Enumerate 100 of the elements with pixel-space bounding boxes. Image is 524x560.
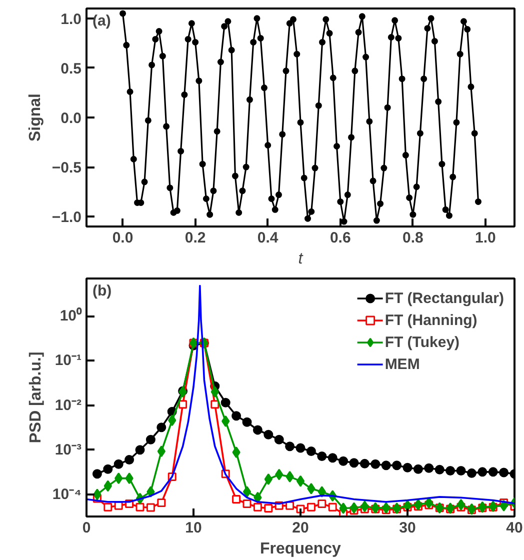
x-axis-title: t bbox=[298, 250, 304, 268]
point bbox=[92, 469, 102, 479]
x-axis-title: Frequency bbox=[260, 540, 342, 558]
point bbox=[468, 503, 476, 515]
y-tick-label: −0.5 bbox=[52, 160, 82, 177]
y-tick-label: 10⁻¹ bbox=[54, 352, 82, 370]
point bbox=[414, 498, 422, 510]
point bbox=[360, 500, 369, 512]
point bbox=[254, 492, 262, 504]
point bbox=[318, 499, 326, 508]
point bbox=[478, 501, 486, 513]
point bbox=[286, 470, 294, 482]
point bbox=[232, 495, 241, 504]
point bbox=[252, 425, 262, 435]
y-tick-label: 10⁻³ bbox=[54, 441, 82, 458]
point bbox=[124, 455, 134, 465]
point bbox=[392, 460, 402, 470]
x-tick-label: 0.8 bbox=[402, 230, 424, 246]
point bbox=[232, 446, 240, 458]
annotation: (a) bbox=[92, 12, 111, 30]
point bbox=[242, 499, 252, 508]
x-tick-label: 40 bbox=[506, 520, 523, 536]
legend-label: MEM bbox=[384, 356, 420, 372]
point bbox=[136, 502, 144, 512]
y-tick-label: 0.0 bbox=[60, 110, 82, 127]
point bbox=[499, 468, 509, 478]
point bbox=[413, 464, 423, 474]
point bbox=[242, 417, 252, 427]
point bbox=[285, 442, 295, 452]
point bbox=[307, 482, 316, 494]
legend-label: FT (Hanning) bbox=[384, 312, 478, 328]
point bbox=[403, 500, 412, 512]
point bbox=[328, 502, 337, 512]
point bbox=[456, 498, 466, 510]
y-axis-title: PSD [arb.u.] bbox=[27, 352, 44, 444]
point bbox=[306, 502, 316, 512]
x-tick-label: 0 bbox=[82, 520, 91, 536]
point bbox=[264, 504, 273, 513]
point bbox=[306, 446, 316, 456]
point bbox=[157, 498, 166, 508]
point bbox=[466, 468, 476, 478]
x-tick-label: 20 bbox=[292, 520, 309, 536]
point bbox=[370, 459, 380, 469]
point bbox=[146, 503, 155, 512]
point bbox=[338, 456, 348, 466]
x-tick-label: 10 bbox=[185, 520, 202, 536]
point bbox=[104, 480, 112, 492]
y-tick-label: 10⁻² bbox=[54, 396, 82, 414]
point bbox=[296, 475, 305, 487]
y-tick-label: 1.0 bbox=[60, 10, 82, 28]
x-tick-label: 1.0 bbox=[475, 230, 496, 246]
point bbox=[222, 415, 230, 427]
x-tick-label: 0.6 bbox=[330, 230, 351, 246]
point bbox=[157, 446, 166, 458]
point bbox=[381, 460, 391, 470]
point bbox=[339, 502, 348, 514]
point bbox=[93, 488, 102, 500]
x-tick-label: 0.4 bbox=[257, 230, 279, 246]
point bbox=[349, 458, 359, 468]
point bbox=[434, 464, 444, 474]
point bbox=[242, 486, 252, 498]
point bbox=[446, 466, 456, 476]
point bbox=[488, 467, 498, 477]
point bbox=[103, 464, 113, 474]
point bbox=[286, 501, 294, 510]
point bbox=[478, 467, 488, 477]
y-tick-label: 10⁰ bbox=[60, 306, 82, 325]
y-tick-label: 10⁻⁴ bbox=[52, 486, 82, 503]
point bbox=[382, 502, 390, 514]
point bbox=[220, 398, 230, 408]
point bbox=[146, 434, 156, 444]
point bbox=[318, 486, 326, 498]
point bbox=[114, 459, 124, 469]
point bbox=[274, 434, 284, 444]
point bbox=[402, 462, 412, 472]
point bbox=[232, 411, 242, 421]
legend-label: FT (Tukey) bbox=[384, 334, 460, 350]
point bbox=[371, 502, 380, 514]
point bbox=[275, 468, 284, 480]
point bbox=[424, 463, 434, 473]
point bbox=[350, 502, 358, 514]
point bbox=[114, 472, 123, 484]
point bbox=[328, 453, 338, 463]
point bbox=[253, 502, 262, 512]
x-tick-label: 0.0 bbox=[112, 230, 134, 246]
point bbox=[168, 414, 176, 426]
point bbox=[104, 502, 112, 512]
y-tick-label: −1.0 bbox=[52, 209, 82, 226]
y-tick-label: 0.5 bbox=[60, 60, 82, 78]
point bbox=[264, 473, 272, 485]
point bbox=[360, 458, 370, 468]
point bbox=[156, 422, 166, 432]
point bbox=[424, 497, 433, 509]
legend-label: FT (Rectangular) bbox=[384, 290, 504, 306]
point bbox=[135, 445, 145, 455]
point bbox=[296, 443, 306, 453]
annotation: (b) bbox=[92, 282, 112, 300]
point bbox=[125, 472, 134, 484]
point bbox=[210, 400, 220, 409]
point bbox=[317, 451, 327, 461]
